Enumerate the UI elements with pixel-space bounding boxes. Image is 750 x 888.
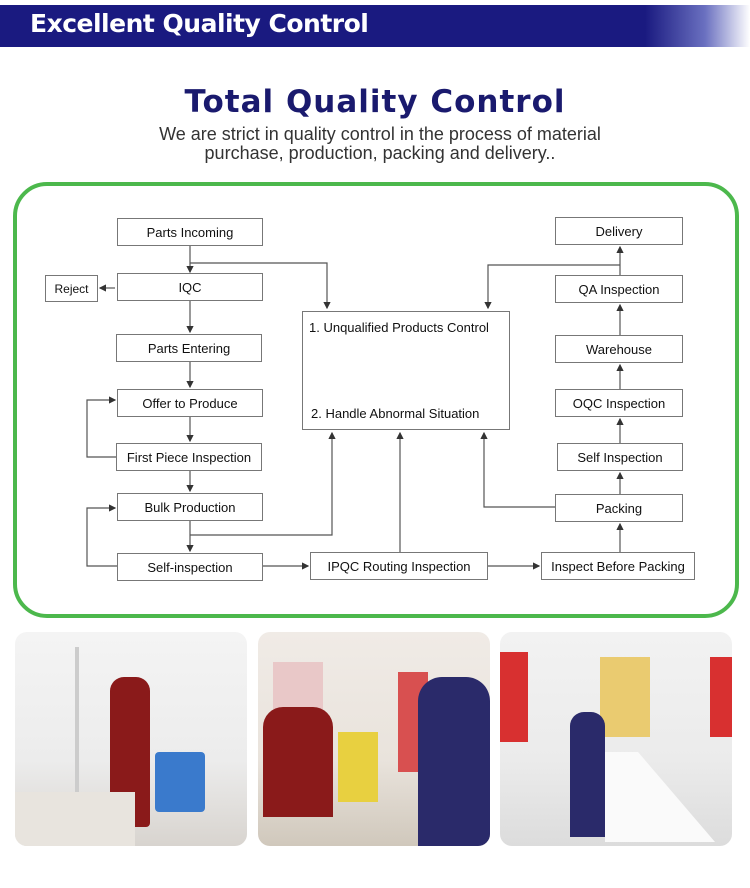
step-self-inspection-packing: Self Inspection bbox=[557, 443, 683, 471]
control-item-unqualified: 1. Unqualified Products Control bbox=[309, 320, 489, 335]
step-bulk-production: Bulk Production bbox=[117, 493, 263, 521]
subtitle-line-2: purchase, production, packing and delive… bbox=[204, 143, 556, 163]
step-offer-to-produce: Offer to Produce bbox=[117, 389, 263, 417]
step-ipqc-routing-inspection: IPQC Routing Inspection bbox=[310, 552, 488, 580]
step-iqc: IQC bbox=[117, 273, 263, 301]
photo-inspection-3 bbox=[500, 632, 732, 846]
page-title: Total Quality Control bbox=[184, 84, 566, 120]
step-warehouse: Warehouse bbox=[555, 335, 683, 363]
subtitle-line-1: We are strict in quality control in the … bbox=[159, 124, 601, 144]
photo-inspection-2 bbox=[258, 632, 490, 846]
photo-inspection-1 bbox=[15, 632, 247, 846]
step-delivery: Delivery bbox=[555, 217, 683, 245]
step-packing: Packing bbox=[555, 494, 683, 522]
banner-title: Excellent Quality Control bbox=[30, 9, 369, 38]
banner: Excellent Quality Control bbox=[0, 5, 750, 47]
step-qa-inspection: QA Inspection bbox=[555, 275, 683, 303]
step-inspect-before-packing: Inspect Before Packing bbox=[541, 552, 695, 580]
flowchart-frame bbox=[13, 182, 739, 618]
step-self-inspection-production: Self-inspection bbox=[117, 553, 263, 581]
step-parts-incoming: Parts Incoming bbox=[117, 218, 263, 246]
step-parts-entering: Parts Entering bbox=[116, 334, 262, 362]
step-reject: Reject bbox=[45, 275, 98, 302]
control-item-abnormal: 2. Handle Abnormal Situation bbox=[311, 406, 480, 421]
control-box: 1. Unqualified Products Control 2. Handl… bbox=[302, 311, 510, 430]
step-first-piece-inspection: First Piece Inspection bbox=[116, 443, 262, 471]
step-oqc-inspection: OQC Inspection bbox=[555, 389, 683, 417]
